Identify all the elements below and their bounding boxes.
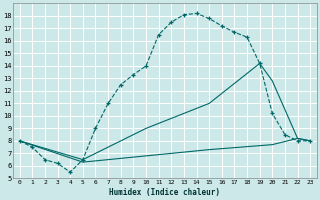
X-axis label: Humidex (Indice chaleur): Humidex (Indice chaleur) [109, 188, 220, 197]
